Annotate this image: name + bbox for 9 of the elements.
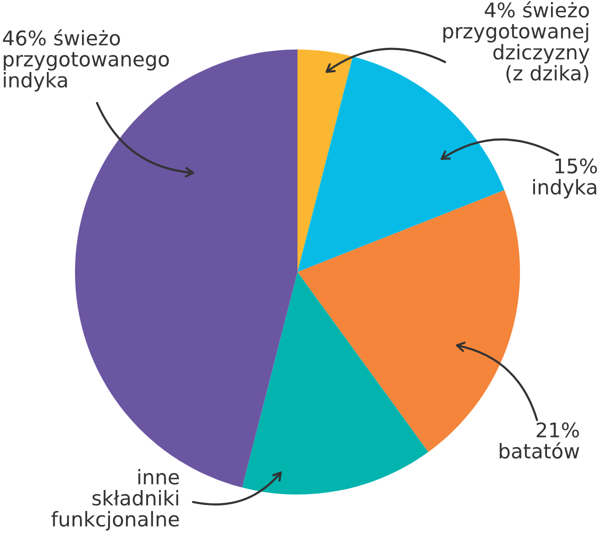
pie-slice (242, 272, 428, 494)
slice-label: 4% świeżo przygotowanej dziczyzny (z dzika) (443, 1, 590, 84)
slice-label: indyka (533, 179, 596, 199)
data-label: 21% (536, 422, 579, 438)
slice-label: batatów (500, 442, 580, 459)
data-label: 15% (555, 158, 597, 174)
slice-label: 46% świeżo przygotowanego indyka (2, 29, 169, 92)
slice-label: inne składniki funkcjonalne (51, 469, 179, 531)
pie-slice (298, 50, 353, 272)
